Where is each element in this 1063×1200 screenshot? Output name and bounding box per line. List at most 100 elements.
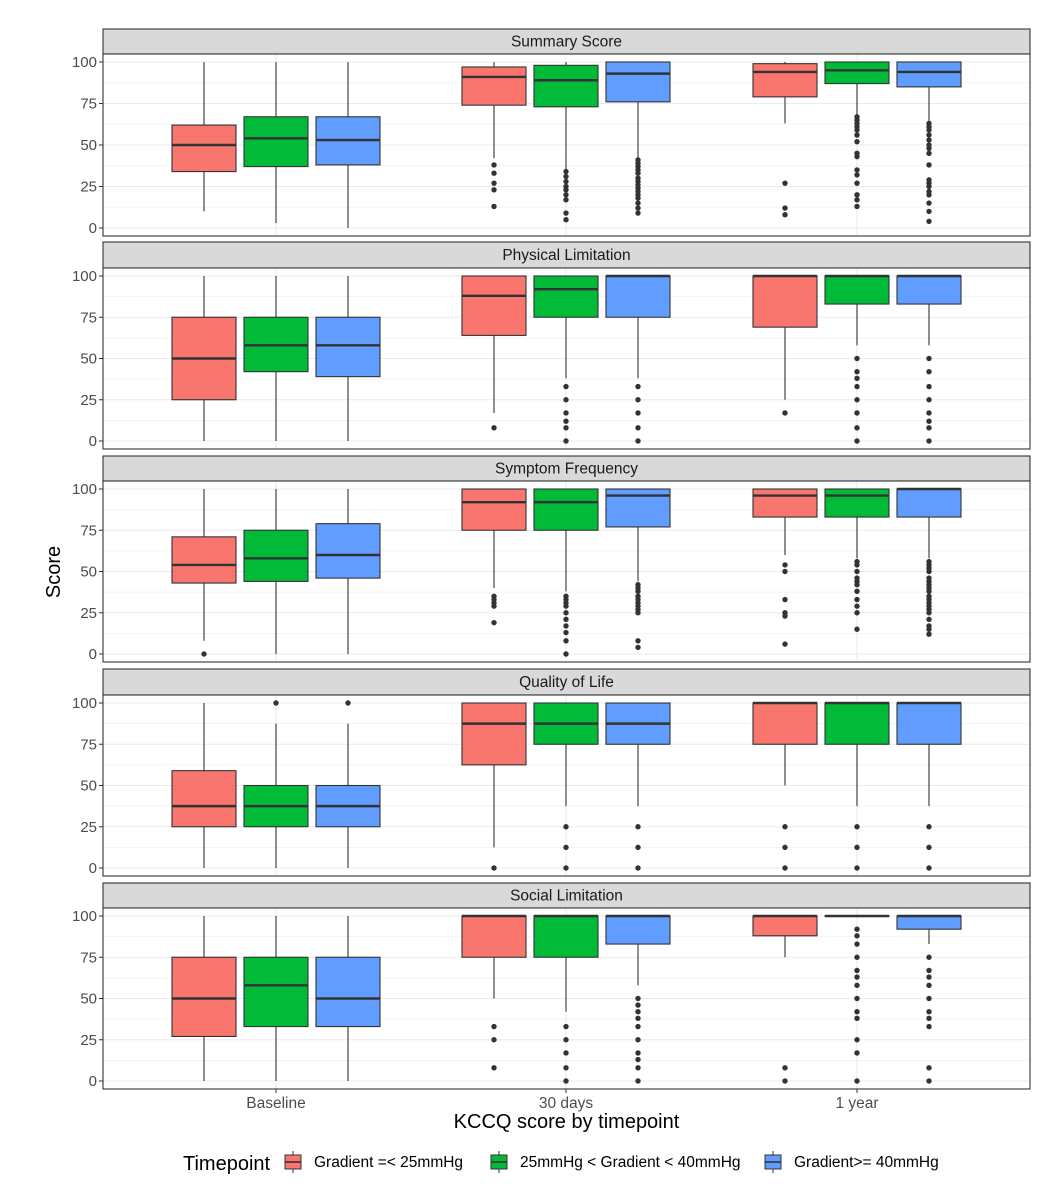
box-1-year-series-1: [824, 914, 890, 1084]
facet-title: Quality of Life: [519, 674, 614, 691]
outlier-point: [635, 200, 641, 206]
outlier-point: [563, 629, 569, 636]
outlier-point: [854, 369, 860, 375]
outlier-point: [926, 137, 932, 143]
outlier-point: [635, 410, 641, 416]
outlier-point: [491, 619, 497, 626]
outlier-point: [635, 638, 641, 644]
outlier-point: [782, 1065, 788, 1071]
outlier-point: [563, 844, 569, 851]
box-baseline-series-1: [243, 276, 309, 441]
box-iqr: [171, 536, 237, 584]
outlier-point: [563, 187, 569, 193]
box-30-days-series-1: [533, 914, 599, 1084]
box-30-days-series-2: [605, 61, 671, 216]
outlier-point: [854, 982, 860, 988]
box-30-days-series-1: [533, 275, 599, 444]
box-30-days-series-0: [461, 702, 527, 871]
box-1-year-series-1: [824, 488, 890, 632]
box-baseline-series-0: [171, 489, 237, 657]
box-baseline-series-1: [243, 62, 309, 224]
outlier-point: [926, 588, 932, 594]
outlier-point: [491, 1023, 497, 1030]
outlier-point: [926, 967, 932, 974]
outlier-point: [635, 425, 641, 431]
box-baseline-series-0: [171, 276, 237, 441]
box-1-year-series-0: [752, 914, 818, 1084]
box-baseline-series-1: [243, 700, 309, 868]
y-tick-label: 25: [80, 1032, 97, 1049]
outlier-point: [926, 383, 932, 390]
outlier-point: [563, 418, 569, 424]
outlier-point: [563, 651, 569, 657]
outlier-point: [563, 173, 569, 180]
box-iqr: [824, 488, 890, 518]
outlier-point: [782, 596, 788, 603]
outlier-point: [563, 623, 569, 629]
box-iqr: [171, 124, 237, 173]
outlier-point: [926, 410, 932, 416]
box-iqr: [896, 275, 962, 305]
outlier-point: [635, 865, 641, 871]
facet-panel: Social Limitation 0 25 50 75 100: [72, 882, 1031, 1090]
outlier-point: [926, 1009, 932, 1015]
box-30-days-series-2: [605, 488, 671, 651]
outlier-point: [854, 582, 860, 588]
box-30-days-series-1: [533, 488, 599, 657]
outlier-point: [563, 1037, 569, 1043]
outlier-point: [635, 1023, 641, 1030]
box-1-year-series-2: [896, 487, 962, 637]
box-baseline-series-2: [315, 700, 381, 868]
outlier-point: [854, 603, 860, 609]
outlier-point: [491, 203, 497, 210]
outlier-point: [854, 397, 860, 403]
outlier-point: [563, 168, 569, 175]
outlier-point: [782, 1078, 788, 1084]
x-axis-title: KCCQ score by timepoint: [454, 1111, 680, 1133]
panel-border: [102, 480, 1031, 663]
outlier-point: [926, 568, 932, 575]
box-iqr: [752, 488, 818, 518]
outlier-point: [854, 967, 860, 974]
box-baseline-series-0: [171, 62, 237, 212]
box-1-year-series-1: [824, 701, 890, 871]
outlier-point: [854, 588, 860, 594]
outlier-point: [854, 926, 860, 932]
outlier-point: [635, 195, 641, 201]
outlier-point: [854, 995, 860, 1002]
box-iqr: [461, 702, 527, 766]
y-tick-label: 0: [89, 646, 97, 663]
box-30-days-series-1: [533, 62, 599, 223]
outlier-point: [854, 1078, 860, 1084]
outlier-point: [926, 438, 932, 444]
outlier-point: [926, 824, 932, 830]
box-1-year-series-2: [896, 914, 962, 1084]
box-1-year-series-2: [896, 701, 962, 871]
box-iqr: [752, 275, 818, 328]
box-baseline-series-0: [171, 703, 237, 868]
box-iqr: [533, 275, 599, 318]
outlier-point: [635, 844, 641, 851]
box-iqr: [461, 915, 527, 958]
y-tick-label: 100: [72, 54, 97, 71]
outlier-point: [782, 641, 788, 647]
outlier-point: [563, 610, 569, 616]
outlier-point: [635, 824, 641, 830]
box-30-days-series-2: [605, 702, 671, 871]
y-tick-label: 50: [80, 564, 97, 581]
outlier-point: [782, 568, 788, 575]
box-iqr: [752, 702, 818, 745]
outlier-point: [854, 153, 860, 160]
panel-border: [102, 53, 1031, 237]
facet-panel: Summary Score 0 25 50 75 100: [72, 28, 1031, 237]
outlier-point: [926, 954, 932, 960]
box-1-year-series-0: [752, 701, 818, 871]
y-tick-label: 0: [89, 220, 97, 237]
outlier-point: [854, 127, 860, 133]
box-iqr: [243, 956, 309, 1028]
outlier-point: [563, 1065, 569, 1071]
box-1-year-series-1: [824, 61, 890, 210]
box-iqr: [752, 63, 818, 98]
box-iqr: [605, 275, 671, 318]
